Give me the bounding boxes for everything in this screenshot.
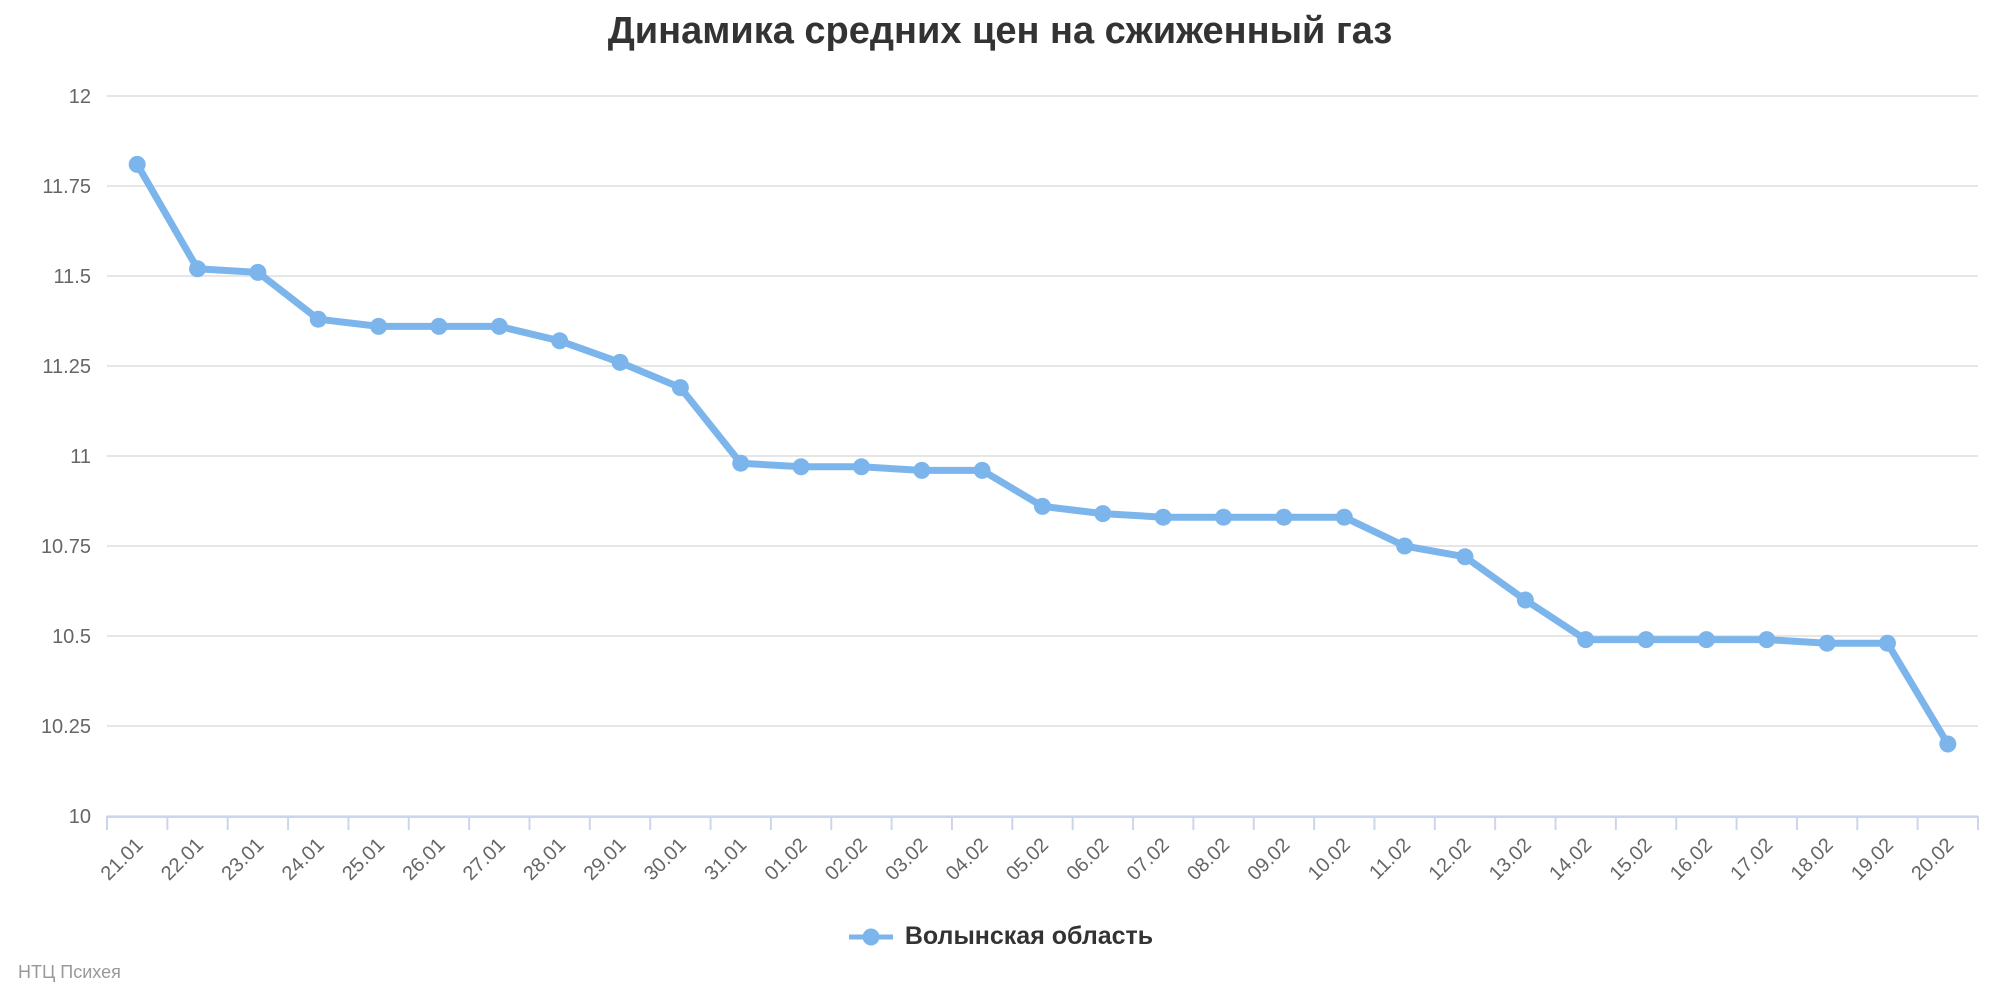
- data-point[interactable]: [309, 310, 327, 328]
- x-axis-tick-label: 27.01: [459, 834, 510, 885]
- y-axis-tick-label: 11.5: [54, 266, 91, 288]
- data-point[interactable]: [732, 454, 750, 472]
- y-axis-tick-label: 10.25: [41, 716, 91, 738]
- x-axis-tick-label: 14.02: [1545, 834, 1596, 885]
- data-point[interactable]: [1878, 634, 1896, 652]
- data-point[interactable]: [973, 461, 991, 479]
- x-axis-tick-label: 02.02: [821, 834, 872, 885]
- x-axis-tick-label: 21.01: [97, 834, 148, 885]
- data-point[interactable]: [792, 458, 810, 476]
- data-point[interactable]: [852, 458, 870, 476]
- data-point[interactable]: [1697, 631, 1715, 649]
- data-point[interactable]: [1154, 508, 1172, 526]
- x-axis-tick-label: 20.02: [1907, 834, 1958, 885]
- series-line: [133, 160, 1952, 748]
- data-point[interactable]: [1758, 631, 1776, 649]
- x-axis-tick-label: 05.02: [1002, 834, 1053, 885]
- data-point[interactable]: [490, 317, 508, 335]
- chart-title: Динамика средних цен на сжиженный газ: [607, 10, 1393, 52]
- y-axis-tick-label: 11.75: [42, 176, 91, 198]
- data-point[interactable]: [671, 379, 689, 397]
- y-axis-tick-label: 11.25: [42, 356, 91, 378]
- legend-item[interactable]: Волынская область: [0, 922, 2000, 951]
- data-point[interactable]: [1637, 631, 1655, 649]
- data-point[interactable]: [1577, 631, 1595, 649]
- legend-series-marker-icon: [848, 928, 893, 945]
- data-point[interactable]: [1456, 548, 1474, 566]
- data-point[interactable]: [1034, 497, 1051, 515]
- data-point[interactable]: [1939, 735, 1957, 753]
- y-axis-tick-label: 10: [69, 806, 91, 828]
- x-axis-tick-label: 24.01: [278, 834, 329, 885]
- data-point[interactable]: [913, 461, 931, 479]
- y-axis-tick-label: 11: [70, 446, 91, 468]
- x-axis-tick-label: 15.02: [1606, 834, 1657, 885]
- data-point[interactable]: [1818, 634, 1836, 652]
- x-axis-tick-label: 13.02: [1485, 834, 1536, 885]
- x-axis-tick-label: 06.02: [1062, 834, 1113, 885]
- x-axis-tick-label: 30.01: [640, 834, 691, 885]
- data-point[interactable]: [1094, 505, 1112, 523]
- x-axis-tick-label: 19.02: [1847, 834, 1898, 885]
- x-axis-tick-label: 11.02: [1365, 834, 1415, 884]
- y-axis-tick-label: 10.75: [41, 536, 91, 558]
- x-axis-tick-label: 09.02: [1243, 834, 1294, 885]
- x-axis-tick-label: 26.01: [399, 834, 450, 885]
- x-axis-tick-label: 16.02: [1666, 834, 1717, 885]
- data-point[interactable]: [611, 353, 629, 371]
- x-axis-tick-label: 01.02: [761, 834, 812, 885]
- legend-series-label: Волынская область: [904, 922, 1154, 950]
- data-point[interactable]: [128, 155, 146, 173]
- data-point[interactable]: [1396, 537, 1414, 555]
- x-axis-tick-label: 31.01: [700, 834, 751, 885]
- data-point[interactable]: [1516, 591, 1534, 609]
- x-axis-tick-label: 10.02: [1304, 834, 1355, 885]
- data-point[interactable]: [1275, 508, 1293, 526]
- x-axis-tick-label: 18.02: [1787, 834, 1838, 885]
- x-axis-tick-label: 25.01: [338, 834, 389, 885]
- x-axis-tick-label: 07.02: [1123, 834, 1174, 885]
- y-axis-tick-label: 12: [69, 86, 91, 108]
- data-point[interactable]: [1215, 508, 1233, 526]
- x-axis-tick-label: 04.02: [942, 834, 993, 885]
- x-axis-tick-label: 12.02: [1425, 834, 1476, 885]
- data-point[interactable]: [370, 317, 388, 335]
- x-axis-tick-label: 03.02: [881, 834, 932, 885]
- data-point[interactable]: [551, 332, 569, 350]
- data-point[interactable]: [430, 317, 448, 335]
- data-point[interactable]: [249, 263, 267, 281]
- x-axis-tick-label: 28.01: [519, 834, 570, 885]
- x-axis-tick-label: 08.02: [1183, 834, 1234, 885]
- data-point[interactable]: [189, 260, 207, 278]
- x-axis-tick-label: 17.02: [1726, 834, 1777, 885]
- credit-text: НТЦ Психея: [18, 962, 121, 982]
- x-axis-tick-label: 22.01: [157, 834, 208, 885]
- data-point[interactable]: [1335, 508, 1353, 526]
- x-axis-tick-label: 23.01: [217, 834, 268, 885]
- y-axis-tick-label: 10.5: [52, 626, 91, 648]
- x-axis-tick-label: 29.01: [580, 834, 631, 885]
